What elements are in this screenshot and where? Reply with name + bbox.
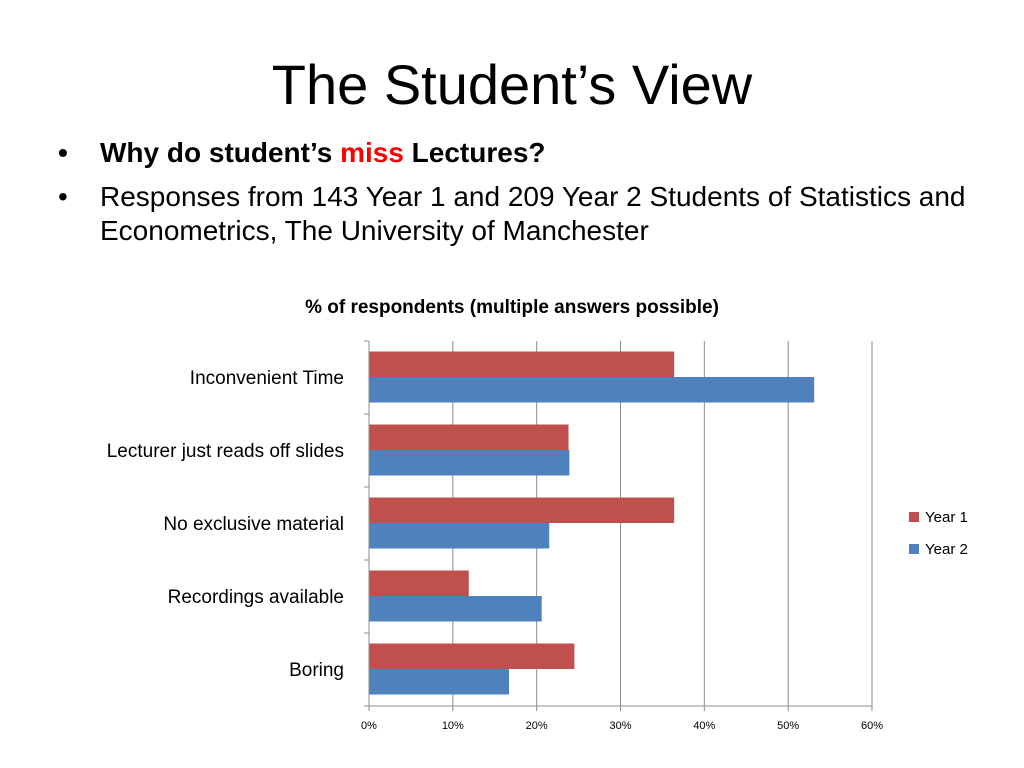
x-tick-label: 20%	[526, 720, 548, 732]
bar-year-2	[369, 450, 570, 476]
category-label: Lecturer just reads off slides	[107, 441, 344, 462]
bullet-question-suffix: Lectures?	[403, 137, 546, 168]
chart-title: % of respondents (multiple answers possi…	[305, 297, 719, 318]
category-label: Recordings available	[168, 587, 344, 608]
bar-year-1	[369, 351, 675, 377]
category-label: Inconvenient Time	[190, 368, 344, 389]
x-tick-label: 50%	[777, 720, 799, 732]
bar-year-1	[369, 643, 575, 669]
legend-swatch	[909, 512, 919, 522]
bullet-question-prefix: Why do student’s	[100, 137, 341, 168]
legend-swatch	[909, 544, 919, 554]
bullet-question: Why do student’s miss Lectures?	[56, 136, 986, 170]
bullet-responses: Responses from 143 Year 1 and 209 Year 2…	[56, 180, 986, 248]
bar-year-1	[369, 424, 569, 450]
legend-label: Year 2	[925, 541, 968, 558]
bullet-list: Why do student’s miss Lectures? Response…	[56, 136, 986, 258]
x-tick-label: 0%	[361, 720, 377, 732]
legend-label: Year 1	[925, 509, 968, 526]
x-tick-label: 40%	[693, 720, 715, 732]
category-label: No exclusive material	[163, 514, 344, 535]
x-tick-label: 60%	[861, 720, 883, 732]
category-label: Boring	[289, 660, 344, 681]
bullet-question-highlight: miss	[340, 137, 404, 168]
x-tick-label: 30%	[609, 720, 631, 732]
x-tick-label: 10%	[442, 720, 464, 732]
slide-title: The Student’s View	[271, 53, 753, 116]
bar-year-1	[369, 497, 675, 523]
bar-year-2	[369, 669, 510, 695]
bar-year-2	[369, 377, 815, 403]
bar-year-1	[369, 570, 469, 596]
bar-year-2	[369, 523, 550, 549]
bar-year-2	[369, 596, 542, 622]
